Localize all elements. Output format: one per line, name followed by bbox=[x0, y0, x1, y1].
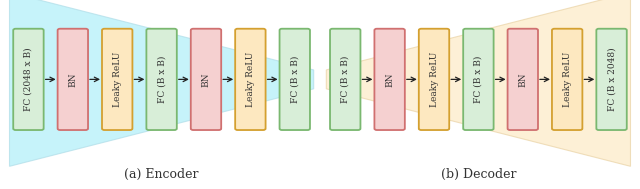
FancyBboxPatch shape bbox=[330, 29, 360, 130]
Text: (b) Decoder: (b) Decoder bbox=[441, 168, 516, 181]
FancyBboxPatch shape bbox=[147, 29, 177, 130]
FancyBboxPatch shape bbox=[508, 29, 538, 130]
FancyBboxPatch shape bbox=[596, 29, 627, 130]
FancyBboxPatch shape bbox=[419, 29, 449, 130]
Text: Leaky ReLU: Leaky ReLU bbox=[563, 52, 572, 107]
FancyBboxPatch shape bbox=[191, 29, 221, 130]
Polygon shape bbox=[10, 0, 314, 166]
Text: BN: BN bbox=[518, 72, 527, 87]
FancyBboxPatch shape bbox=[13, 29, 44, 130]
Text: FC (B x B): FC (B x B) bbox=[291, 56, 300, 103]
FancyBboxPatch shape bbox=[235, 29, 266, 130]
Text: FC (2048 x B): FC (2048 x B) bbox=[24, 48, 33, 111]
Text: BN: BN bbox=[202, 72, 211, 87]
FancyBboxPatch shape bbox=[102, 29, 132, 130]
FancyBboxPatch shape bbox=[58, 29, 88, 130]
Text: Leaky ReLU: Leaky ReLU bbox=[246, 52, 255, 107]
Text: BN: BN bbox=[68, 72, 77, 87]
Text: Leaky ReLU: Leaky ReLU bbox=[429, 52, 438, 107]
Polygon shape bbox=[326, 0, 630, 166]
Text: FC (B x B): FC (B x B) bbox=[157, 56, 166, 103]
FancyBboxPatch shape bbox=[552, 29, 582, 130]
Text: FC (B x B): FC (B x B) bbox=[340, 56, 349, 103]
FancyBboxPatch shape bbox=[374, 29, 405, 130]
FancyBboxPatch shape bbox=[280, 29, 310, 130]
Text: FC (B x B): FC (B x B) bbox=[474, 56, 483, 103]
Text: FC (B x 2048): FC (B x 2048) bbox=[607, 48, 616, 111]
FancyBboxPatch shape bbox=[463, 29, 493, 130]
Text: BN: BN bbox=[385, 72, 394, 87]
Text: Leaky ReLU: Leaky ReLU bbox=[113, 52, 122, 107]
Text: (a) Encoder: (a) Encoder bbox=[124, 168, 199, 181]
